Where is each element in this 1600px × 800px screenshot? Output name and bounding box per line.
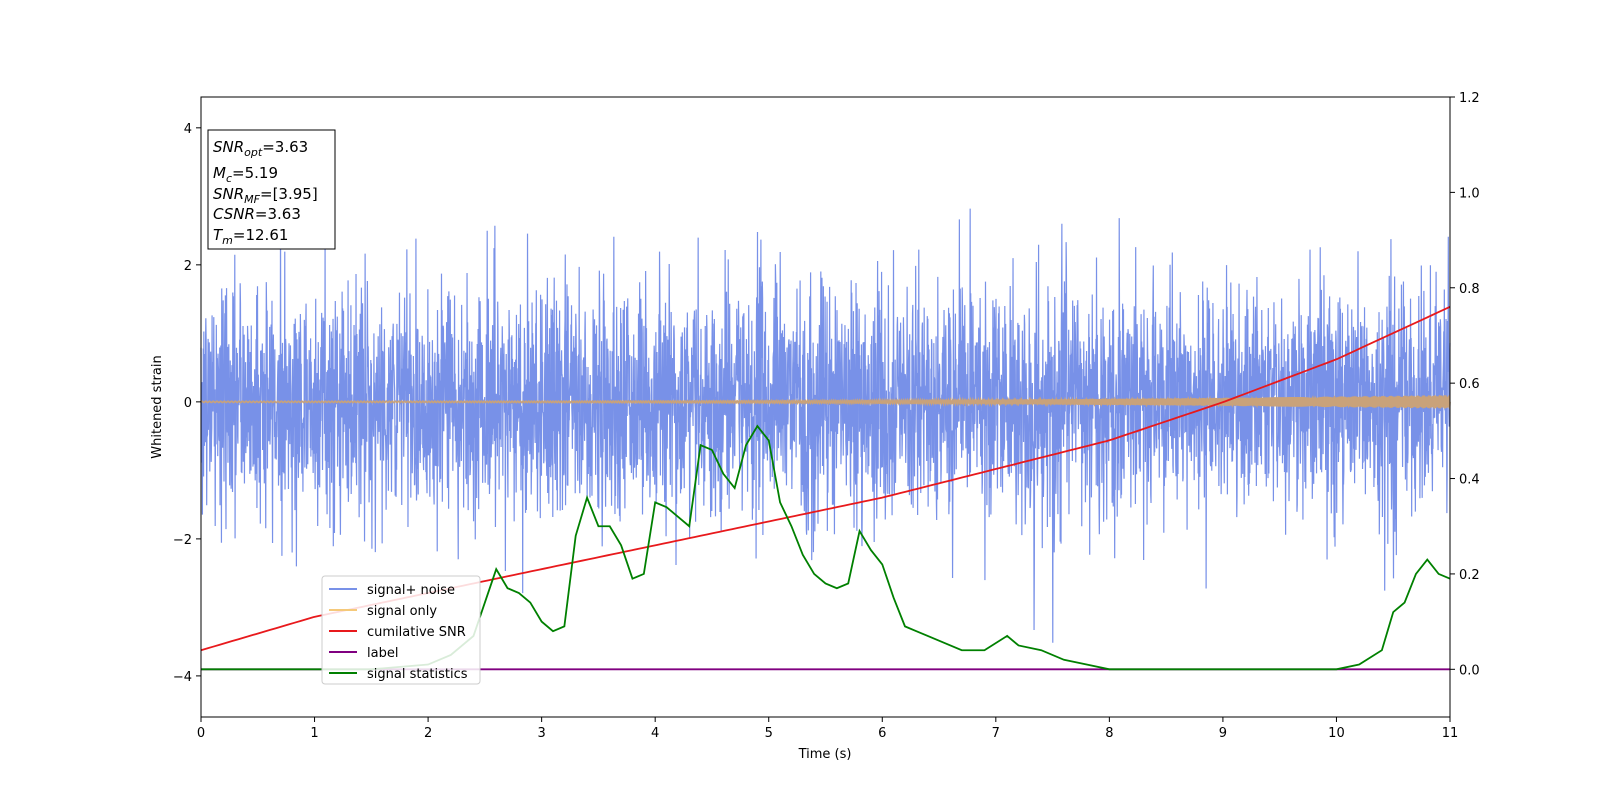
legend-label: signal+ noise bbox=[367, 583, 455, 598]
series-signal-only bbox=[200, 394, 1451, 409]
legend-label: signal only bbox=[367, 604, 437, 619]
y-tick-label-left: 2 bbox=[184, 259, 192, 274]
axes: 0 1 2 3 4 5 6 7 8 9 10 11 4 2 0 −2 −4 1.2 1.0 0.8 0.6 0.4 0.2 0… bbox=[173, 91, 1480, 741]
y-tick-label-right: 0.4 bbox=[1459, 473, 1480, 488]
x-tick-label: 3 bbox=[537, 726, 545, 741]
x-tick-label: 7 bbox=[992, 726, 1000, 741]
series-signal-statistics bbox=[201, 424, 1451, 671]
y-tick-label-right: 1.0 bbox=[1459, 186, 1480, 201]
annotation-line: Tm=12.61 bbox=[213, 226, 288, 247]
y-tick-label-right: 0.8 bbox=[1459, 282, 1480, 297]
legend-label: signal statistics bbox=[367, 667, 468, 682]
y-tick-label-right: 1.2 bbox=[1459, 91, 1480, 106]
x-tick-label: 5 bbox=[765, 726, 773, 741]
annotation-line: Mc=5.19 bbox=[213, 164, 278, 185]
x-tick-label: 2 bbox=[424, 726, 432, 741]
y-tick-label-left: 0 bbox=[184, 396, 192, 411]
y-tick-label-left: −4 bbox=[173, 670, 192, 685]
y-axis-label: Whitened strain bbox=[150, 355, 165, 458]
x-axis-label: Time (s) bbox=[798, 747, 852, 762]
annotation-line: SNRopt=3.63 bbox=[213, 138, 308, 159]
legend: signal+ noise signal only cumilative SNR la… bbox=[321, 575, 481, 685]
y-tick-label-right: 0.0 bbox=[1459, 663, 1480, 678]
plot-frame bbox=[200, 96, 1451, 718]
legend-label: cumilative SNR bbox=[367, 625, 466, 640]
x-tick-label: 8 bbox=[1105, 726, 1113, 741]
x-tick-label: 1 bbox=[310, 726, 318, 741]
series-signal-noise bbox=[200, 208, 1451, 643]
x-tick-label: 4 bbox=[651, 726, 659, 741]
x-tick-label: 0 bbox=[197, 726, 205, 741]
y-tick-label-left: 4 bbox=[184, 122, 192, 137]
x-tick-label: 11 bbox=[1442, 726, 1459, 741]
x-tick-label: 10 bbox=[1328, 726, 1345, 741]
annotation-line: CSNR=3.63 bbox=[213, 205, 301, 223]
annotation-line: SNRMF=[3.95] bbox=[213, 185, 318, 206]
x-tick-label: 6 bbox=[878, 726, 886, 741]
legend-label: label bbox=[367, 646, 398, 661]
x-tick-label: 9 bbox=[1219, 726, 1227, 741]
y-tick-label-right: 0.6 bbox=[1459, 377, 1480, 392]
y-tick-label-left: −2 bbox=[173, 533, 192, 548]
y-tick-label-right: 0.2 bbox=[1459, 568, 1480, 583]
